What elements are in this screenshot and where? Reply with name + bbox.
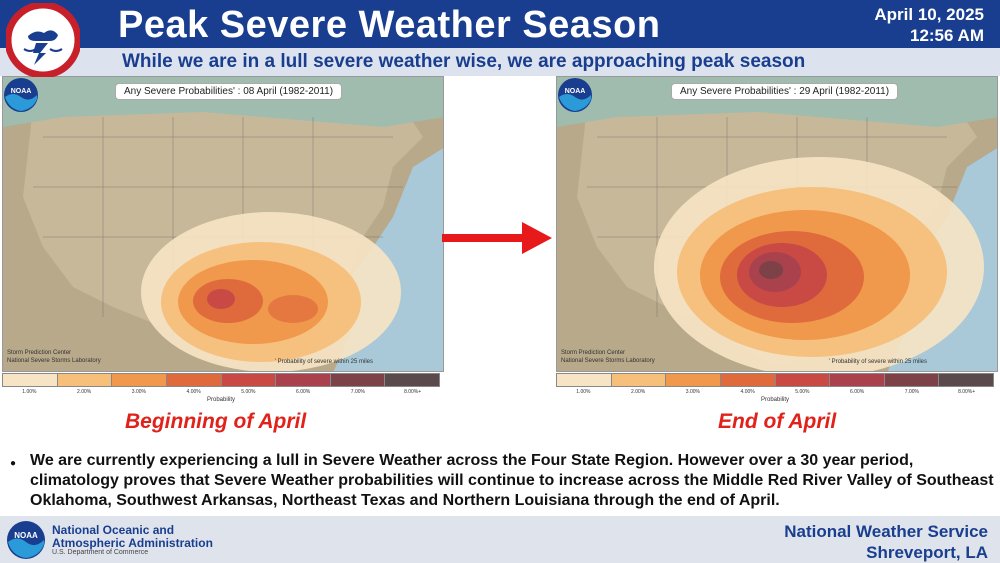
nws-logo-icon bbox=[6, 3, 80, 77]
legend-bar bbox=[2, 373, 440, 387]
credit-line: Storm Prediction Center bbox=[561, 350, 626, 356]
office-line: National Weather Service bbox=[784, 522, 988, 541]
page-title: Peak Severe Weather Season bbox=[118, 4, 661, 46]
noaa-logo-icon: NOAA bbox=[4, 78, 38, 112]
right-arrow-icon bbox=[442, 222, 552, 254]
legend-tick: 4.00% bbox=[740, 389, 755, 395]
legend-ticks: 1.00% 2.00% 3.00% 4.00% 5.00% 6.00% 7.00… bbox=[556, 389, 994, 395]
legend-swatch bbox=[884, 374, 940, 386]
legend-swatch bbox=[330, 374, 386, 386]
legend-swatch bbox=[830, 374, 885, 386]
svg-text:NOAA: NOAA bbox=[11, 88, 32, 95]
legend-title: Probability bbox=[760, 397, 789, 403]
map-beginning-of-april: Any Severe Probabilities' : 08 April (19… bbox=[2, 76, 444, 372]
legend-tick: 5.00% bbox=[241, 389, 256, 395]
legend-tick: 3.00% bbox=[685, 389, 700, 395]
legend-swatch bbox=[57, 374, 113, 386]
time-label: 12:56 AM bbox=[909, 26, 984, 45]
agency-line: Atmospheric Administration bbox=[52, 536, 213, 550]
legend-swatch bbox=[666, 374, 721, 386]
department-label: U.S. Department of Commerce bbox=[52, 549, 149, 556]
probability-note: ' Probability of severe within 25 miles bbox=[828, 359, 927, 365]
legend-title: Probability bbox=[206, 397, 235, 403]
legend-swatch bbox=[221, 374, 277, 386]
legend-swatch bbox=[3, 374, 58, 386]
probability-note: ' Probability of severe within 25 miles bbox=[274, 359, 373, 365]
legend-swatch bbox=[720, 374, 776, 386]
legend-tick: 7.00% bbox=[350, 389, 365, 395]
legend-swatch bbox=[276, 374, 331, 386]
bullet-text: We are currently experiencing a lull in … bbox=[30, 452, 994, 509]
noaa-logo-icon: NOAA bbox=[7, 521, 45, 559]
map-label: Any Severe Probabilities' : 29 April (19… bbox=[671, 83, 899, 100]
legend-swatch bbox=[385, 374, 439, 386]
agency-line: National Oceanic and bbox=[52, 523, 175, 537]
date-time: April 10, 2025 12:56 AM bbox=[874, 4, 984, 46]
legend-tick: 2.00% bbox=[631, 389, 646, 395]
legend-swatch bbox=[611, 374, 667, 386]
credit-line: Storm Prediction Center bbox=[7, 350, 72, 356]
office-line: Shreveport, LA bbox=[866, 543, 988, 562]
legend-tick: 1.00% bbox=[22, 389, 37, 395]
legend-bar bbox=[556, 373, 994, 387]
legend-tick: 6.00% bbox=[296, 389, 311, 395]
subtitle-bar bbox=[0, 48, 1000, 76]
credit-line: National Severe Storms Laboratory bbox=[561, 358, 655, 364]
page-subtitle: While we are in a lull severe weather wi… bbox=[122, 51, 806, 72]
legend-swatch bbox=[557, 374, 612, 386]
svg-text:NOAA: NOAA bbox=[565, 88, 586, 95]
legend-tick: 3.00% bbox=[131, 389, 146, 395]
legend-tick: 4.00% bbox=[186, 389, 201, 395]
map-credits: Storm Prediction Center National Severe … bbox=[7, 349, 101, 365]
us-map-left bbox=[3, 77, 443, 371]
legend-tick: 8.00%+ bbox=[404, 389, 422, 395]
legend-tick: 6.00% bbox=[850, 389, 865, 395]
title-bar bbox=[0, 0, 1000, 48]
legend-tick: 1.00% bbox=[576, 389, 591, 395]
legend-left: 1.00% 2.00% 3.00% 4.00% 5.00% 6.00% 7.00… bbox=[0, 373, 442, 413]
legend-swatch bbox=[166, 374, 222, 386]
agency-name: National Oceanic and Atmospheric Adminis… bbox=[52, 524, 213, 550]
credit-line: National Severe Storms Laboratory bbox=[7, 358, 101, 364]
date-label: April 10, 2025 bbox=[874, 5, 984, 24]
header: Peak Severe Weather Season April 10, 202… bbox=[0, 0, 1000, 78]
caption-beginning: Beginning of April bbox=[125, 410, 307, 433]
map-label: Any Severe Probabilities' : 08 April (19… bbox=[115, 83, 343, 100]
legend-swatch bbox=[775, 374, 831, 386]
legend-right: 1.00% 2.00% 3.00% 4.00% 5.00% 6.00% 7.00… bbox=[554, 373, 996, 413]
svg-text:NOAA: NOAA bbox=[14, 531, 38, 540]
map-credits: Storm Prediction Center National Severe … bbox=[561, 349, 655, 365]
legend-swatch bbox=[112, 374, 167, 386]
office-name: National Weather Service Shreveport, LA bbox=[784, 521, 988, 563]
bullet-icon: ● bbox=[10, 458, 17, 469]
map-end-of-april: Any Severe Probabilities' : 29 April (19… bbox=[556, 76, 998, 372]
footer bbox=[0, 516, 1000, 563]
legend-ticks: 1.00% 2.00% 3.00% 4.00% 5.00% 6.00% 7.00… bbox=[2, 389, 440, 395]
legend-tick: 8.00%+ bbox=[958, 389, 976, 395]
us-map-right bbox=[557, 77, 997, 371]
noaa-logo-icon: NOAA bbox=[558, 78, 592, 112]
legend-tick: 7.00% bbox=[904, 389, 919, 395]
legend-swatch bbox=[939, 374, 993, 386]
legend-tick: 2.00% bbox=[77, 389, 92, 395]
legend-tick: 5.00% bbox=[795, 389, 810, 395]
caption-end: End of April bbox=[718, 410, 837, 433]
